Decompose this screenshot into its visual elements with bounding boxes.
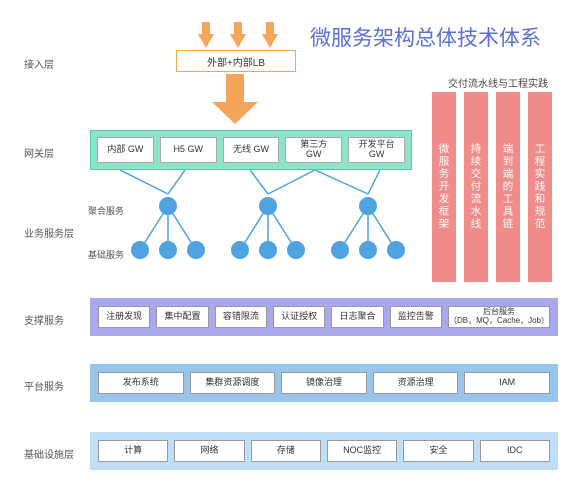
arrows-top [198, 34, 278, 48]
arrow-icon [198, 34, 214, 48]
layer-label-infra: 基础设施层 [24, 446, 84, 461]
support-item: 后台服务 （DB，MQ，Cache，Job） [448, 306, 550, 328]
platform-bar: 发布系统 集群资源调度 镜像治理 资源治理 IAM [90, 364, 558, 402]
support-item: 监控告警 [390, 306, 442, 328]
pipeline-label: 交付流水线与工程实践 [448, 75, 548, 90]
red-col: 端到端的工具链 [496, 92, 520, 282]
platform-item: 资源治理 [373, 372, 459, 394]
infra-item: 计算 [98, 440, 168, 462]
infra-item: IDC [480, 440, 550, 462]
platform-item: 镜像治理 [281, 372, 367, 394]
infra-item: 安全 [403, 440, 473, 462]
layer-label-access: 接入层 [24, 56, 84, 71]
gw-to-tree-lines [90, 170, 420, 196]
red-col: 持续交付流水线 [464, 92, 488, 282]
red-columns: 微服务开发框架 持续交付流水线 端到端的工具链 工程实践和规范 [432, 92, 552, 282]
platform-item: IAM [464, 372, 550, 394]
red-col: 工程实践和规范 [528, 92, 552, 282]
gateway-bar: 内部 GW H5 GW 无线 GW 第三方 GW 开发平台 GW [90, 130, 412, 170]
layer-label-support: 支撑服务 [24, 312, 84, 327]
service-trees [130, 194, 420, 266]
diagram-title: 微服务架构总体技术体系 [310, 22, 541, 52]
layer-label-gateway: 网关层 [24, 145, 84, 160]
ext-lb-box: 外部+内部LB [176, 50, 296, 72]
arrow-icon [262, 34, 278, 48]
gateway-box: 内部 GW [97, 137, 154, 163]
gateway-box: 第三方 GW [285, 137, 342, 163]
platform-item: 发布系统 [98, 372, 184, 394]
arrow-icon [230, 34, 246, 48]
support-item: 注册发现 [98, 306, 150, 328]
infra-item: 网络 [174, 440, 244, 462]
support-bar: 注册发现 集中配置 容错限流 认证授权 日志聚合 监控告警 后台服务 （DB，M… [90, 298, 558, 336]
biz-sublabel-2: 基础服务 [88, 248, 124, 261]
infra-item: NOC监控 [327, 440, 397, 462]
gateway-box: H5 GW [160, 137, 217, 163]
platform-item: 集群资源调度 [190, 372, 276, 394]
infra-bar: 计算 网络 存储 NOC监控 安全 IDC [90, 432, 558, 470]
support-item: 认证授权 [273, 306, 325, 328]
gateway-box: 开发平台 GW [348, 137, 405, 163]
infra-item: 存储 [251, 440, 321, 462]
gateway-box: 无线 GW [223, 137, 280, 163]
support-item: 容错限流 [215, 306, 267, 328]
support-item: 日志聚合 [331, 306, 383, 328]
red-col: 微服务开发框架 [432, 92, 456, 282]
big-arrow-icon [210, 74, 260, 126]
biz-sublabel-1: 聚合服务 [88, 204, 124, 217]
layer-label-platform: 平台服务 [24, 378, 84, 393]
layer-label-biz: 业务服务层 [24, 225, 84, 240]
support-item: 集中配置 [156, 306, 208, 328]
